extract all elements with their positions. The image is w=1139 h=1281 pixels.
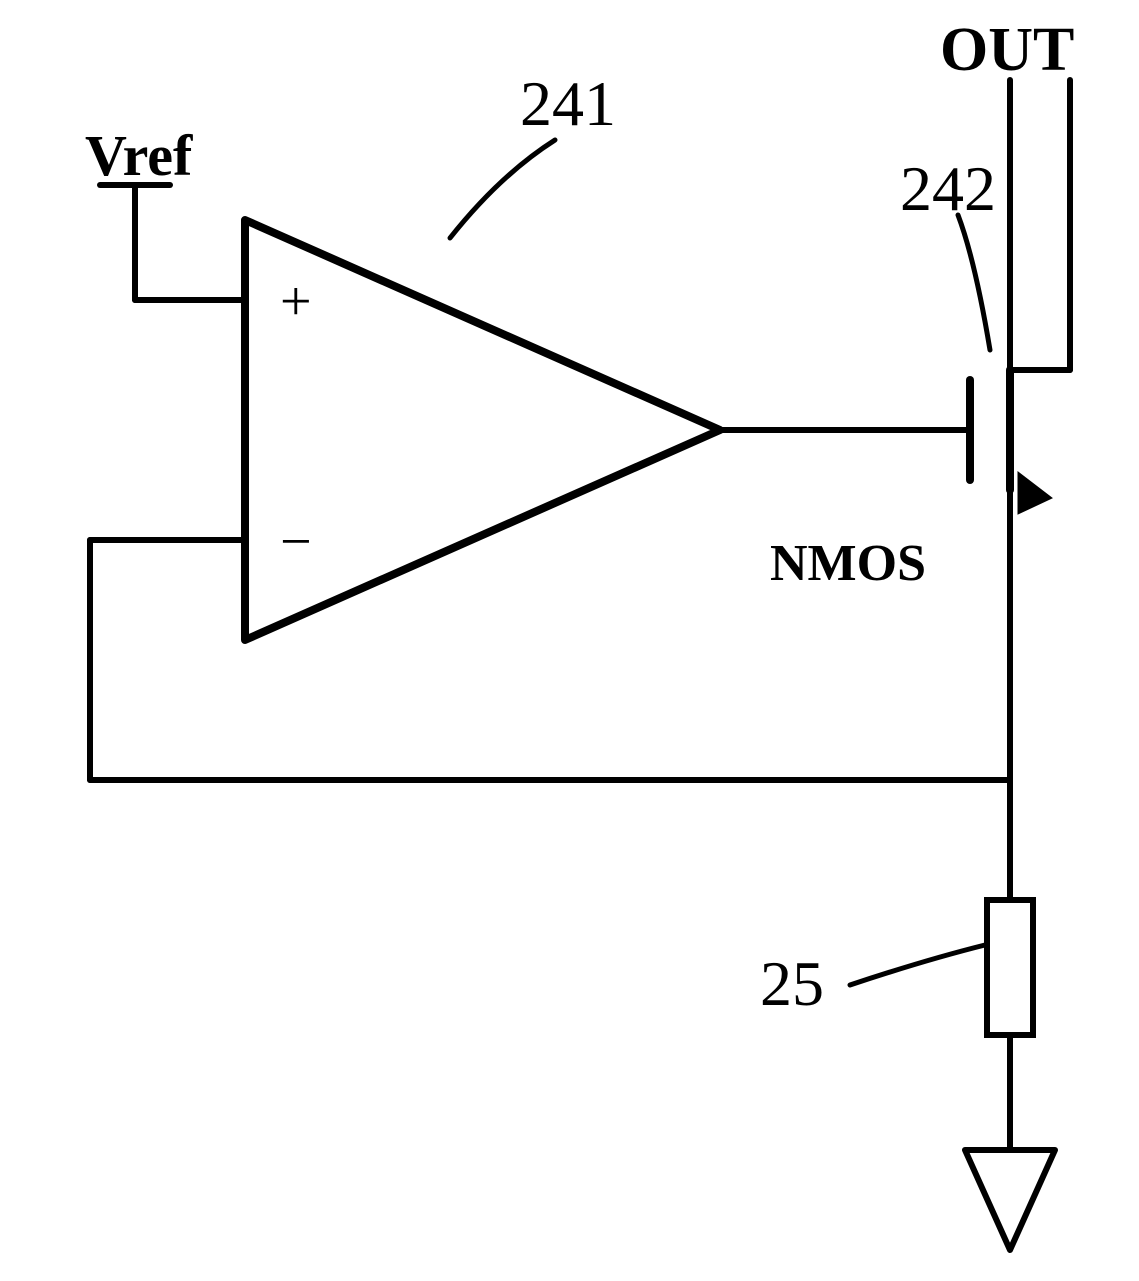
label-r242: 242 <box>900 153 996 224</box>
leader-241 <box>450 140 555 238</box>
leader-242 <box>958 215 990 350</box>
label-r25: 25 <box>760 948 824 1019</box>
label-nmos: NMOS <box>770 535 926 592</box>
nmos-source-arrow <box>1018 472 1052 514</box>
label-r241: 241 <box>520 68 616 139</box>
leader-25 <box>850 945 985 985</box>
resistor-25 <box>987 900 1033 1035</box>
label-out: OUT <box>940 16 1074 84</box>
opamp-241 <box>245 220 720 640</box>
label-vref: Vref <box>85 123 193 188</box>
ground-symbol <box>965 1150 1055 1250</box>
circuit-schematic: Vref OUT NMOS 241 242 25 + − <box>0 0 1139 1281</box>
label-plus: + <box>280 271 312 333</box>
label-minus: − <box>280 511 312 573</box>
